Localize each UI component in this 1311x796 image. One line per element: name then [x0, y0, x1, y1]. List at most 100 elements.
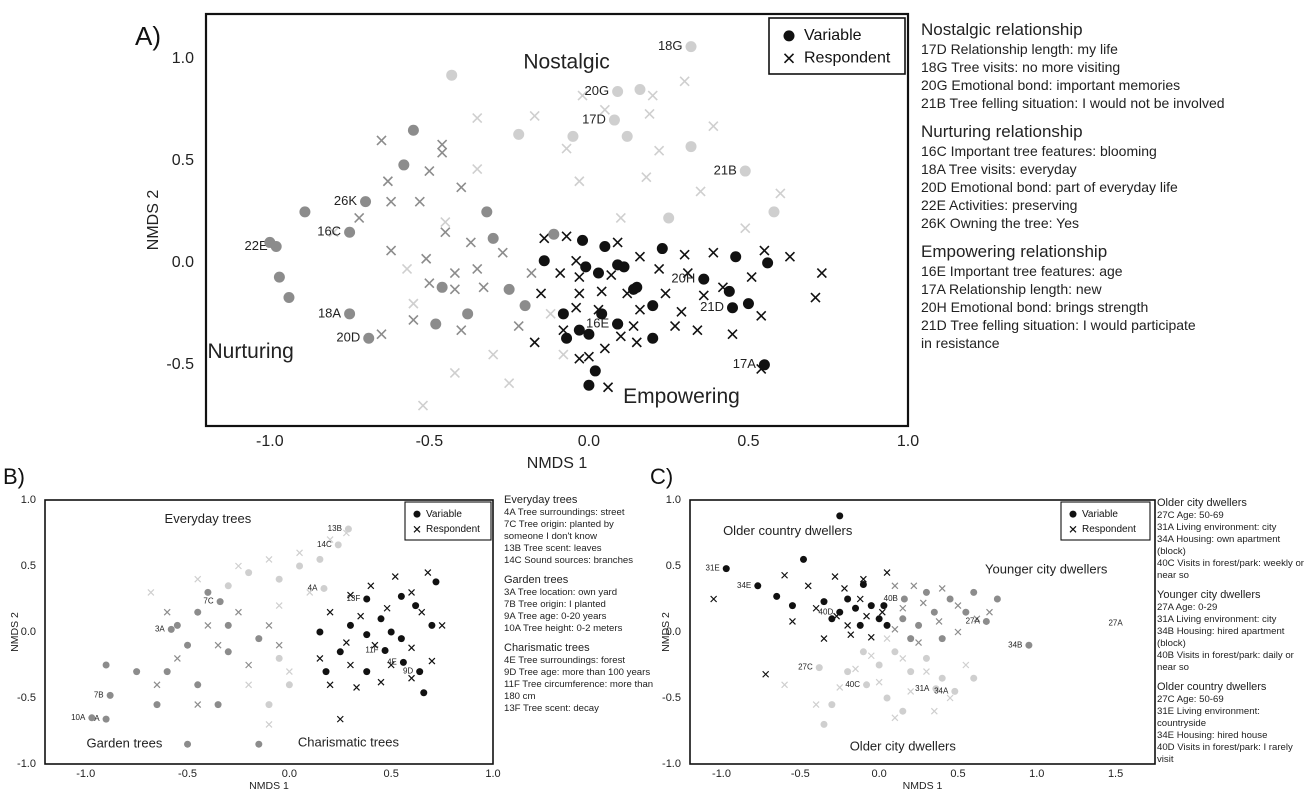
variable-point	[1025, 641, 1033, 649]
variable-point	[836, 512, 844, 520]
variable-point	[503, 283, 515, 295]
variable-point	[596, 308, 608, 320]
respondent-point	[387, 661, 395, 669]
respondent-point	[820, 635, 828, 643]
respondent-point	[163, 608, 171, 616]
variable-point	[561, 332, 573, 344]
variable-point	[557, 308, 569, 320]
plot-frame	[689, 499, 1156, 765]
variable-point	[859, 580, 867, 588]
variable-point	[859, 648, 867, 656]
variable-point	[285, 681, 293, 689]
variable-label: 13F	[346, 594, 360, 603]
respondent-point	[194, 701, 202, 709]
variable-point	[592, 267, 604, 279]
respondent-point	[789, 618, 796, 625]
respondent-point	[414, 196, 425, 207]
respondent-point	[465, 237, 476, 248]
panel-letter: B)	[3, 464, 25, 489]
respondent-point	[472, 163, 483, 175]
respondent-point	[561, 231, 572, 242]
respondent-point	[634, 304, 646, 315]
variable-point	[788, 602, 796, 610]
side-group-item: 4A Tree surroundings: street	[504, 507, 625, 518]
respondent-point	[612, 237, 623, 248]
variable-point	[618, 261, 630, 273]
respondent-point	[708, 121, 719, 132]
variable-point	[407, 124, 419, 136]
respondent-point	[306, 588, 314, 596]
respondent-point	[296, 549, 303, 557]
respondent-point	[386, 245, 397, 256]
side-group-item: 31A Living environment: city	[1157, 614, 1277, 625]
respondent-point	[147, 588, 155, 596]
y-tick-label: 0.0	[172, 254, 194, 271]
side-group-item: 26K Owning the tree: Yes	[921, 215, 1079, 231]
respondent-point	[437, 147, 448, 158]
variable-point	[255, 635, 263, 643]
variable-point	[844, 668, 852, 676]
respondent-point	[891, 625, 899, 633]
respondent-point	[472, 112, 483, 124]
side-group: Everyday trees 4A Tree surroundings: stre…	[504, 493, 654, 567]
variable-point	[891, 648, 899, 656]
respondent-point	[930, 707, 938, 715]
side-group-item: 9A Tree age: 0-20 years	[504, 611, 607, 622]
respondent-point	[641, 172, 652, 183]
variable-point	[316, 628, 324, 636]
variable-label: 9D	[403, 667, 413, 676]
variable-label: 40D	[819, 607, 834, 616]
respondent-point	[867, 633, 875, 641]
legend-respondent-marker	[413, 525, 421, 533]
respondent-point	[875, 678, 883, 686]
panel-b-legend-text: Everyday trees 4A Tree surroundings: stre…	[504, 493, 654, 721]
respondent-point	[669, 320, 681, 332]
respondent-point	[424, 569, 432, 577]
legend-variable-label: Variable	[804, 27, 862, 44]
x-tick-label: 0.0	[578, 433, 600, 450]
respondent-point	[654, 145, 665, 156]
respondent-point	[456, 325, 467, 336]
respondent-point	[938, 585, 946, 592]
respondent-point	[386, 196, 397, 207]
respondent-point	[539, 233, 550, 244]
side-group-item: 7B Tree origin: I planted	[504, 599, 606, 610]
respondent-point	[488, 349, 499, 360]
variable-point	[275, 654, 283, 662]
respondent-point	[946, 694, 954, 702]
respondent-point	[153, 681, 161, 689]
respondent-point	[456, 182, 467, 193]
variable-label: 21D	[700, 299, 724, 314]
side-group: Nostalgic relationship 17D Relationship l…	[921, 20, 1306, 112]
variable-label: 11F	[365, 646, 378, 655]
variable-label: 17D	[582, 111, 606, 126]
variable-point	[742, 298, 754, 310]
variable-point	[583, 379, 595, 391]
variable-point	[106, 691, 114, 699]
respondent-point	[526, 267, 537, 279]
y-tick-label: -0.5	[17, 692, 36, 704]
y-tick-label: -1.0	[662, 758, 681, 770]
variable-point	[265, 701, 273, 709]
variable-label: 20D	[336, 330, 360, 345]
variable-point	[360, 196, 372, 208]
side-group: Younger city dwellers 27A Age: 0-29 31A Li…	[1157, 588, 1309, 674]
variable-label: 4A	[308, 584, 318, 593]
variable-label: 10A	[71, 713, 86, 722]
group-label: Nostalgic	[523, 50, 609, 73]
respondent-point	[408, 588, 415, 596]
panel-letter: A)	[135, 21, 161, 51]
respondent-point	[812, 604, 820, 612]
respondent-point	[204, 621, 212, 629]
side-group-item: 40D Visits in forest/park: I rarely visi…	[1157, 742, 1293, 765]
variable-label: 4E	[387, 657, 397, 666]
variable-point	[194, 608, 202, 616]
respondent-point	[759, 245, 770, 256]
respondent-point	[682, 267, 693, 279]
variable-point	[922, 588, 930, 596]
respondent-point	[695, 186, 706, 197]
respondent-point	[859, 575, 867, 583]
variable-point	[224, 621, 232, 629]
respondent-point	[408, 298, 419, 309]
